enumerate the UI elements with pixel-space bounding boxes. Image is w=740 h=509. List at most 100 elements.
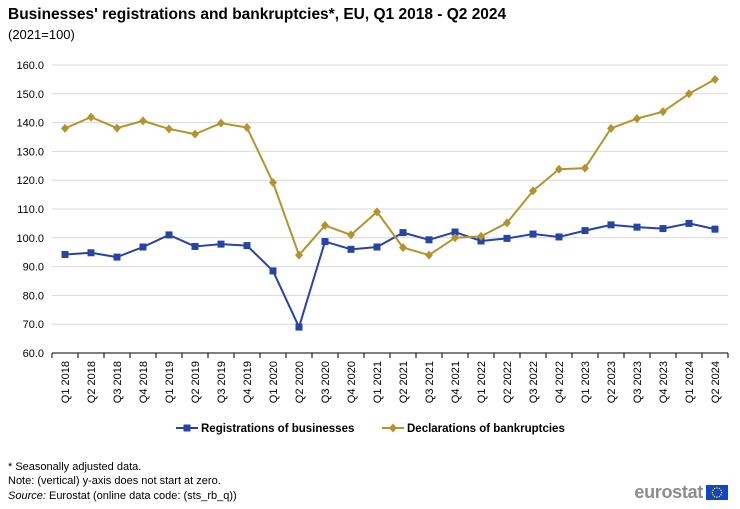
eu-flag-icon xyxy=(706,485,728,500)
data-point-bankruptcies xyxy=(581,163,589,173)
data-point-registrations xyxy=(87,249,95,257)
source-text: Eurostat (online data code: (sts_rb_q)) xyxy=(45,490,237,502)
series-layer xyxy=(61,74,719,331)
data-point-registrations xyxy=(607,221,615,229)
x-tick-label: Q2 2018 xyxy=(86,361,98,403)
data-point-registrations xyxy=(191,242,199,250)
series-line-bankruptcies xyxy=(64,78,716,257)
axis-layer: 60.0 70.0 80.0 90.0 100.0 110.0 120.0 130.0 140.… xyxy=(16,60,729,403)
y-tick-label: 110.0 xyxy=(17,204,44,216)
data-point-registrations xyxy=(503,234,511,242)
legend-label-bankruptcies: Declarations of bankruptcies xyxy=(407,423,565,435)
eurostat-logo[interactable]: eurostat xyxy=(634,482,728,503)
x-tick-label: Q3 2018 xyxy=(112,361,124,403)
data-point-bankruptcies xyxy=(399,243,407,253)
data-point-registrations xyxy=(633,223,641,231)
data-point-bankruptcies xyxy=(633,114,641,124)
data-point-bankruptcies xyxy=(685,89,693,99)
data-point-bankruptcies xyxy=(373,207,381,217)
x-tick-label: Q1 2018 xyxy=(60,361,72,403)
data-point-bankruptcies xyxy=(555,164,563,174)
x-tick-label: Q3 2020 xyxy=(320,361,332,403)
flag-star xyxy=(713,487,716,490)
data-point-registrations xyxy=(243,242,251,250)
chart-title: Businesses' registrations and bankruptci… xyxy=(8,6,507,23)
y-tick-label: 150.0 xyxy=(16,89,44,101)
flag-star xyxy=(718,495,721,498)
x-tick-label: Q2 2021 xyxy=(398,361,410,403)
legend-layer: Registrations of businesses Declarations … xyxy=(176,423,565,435)
legend-marker-registrations xyxy=(183,424,191,432)
flag-star xyxy=(713,495,716,498)
y-tick-label: 130.0 xyxy=(16,146,44,158)
data-point-bankruptcies xyxy=(217,118,225,128)
data-point-registrations xyxy=(165,231,173,239)
data-point-bankruptcies xyxy=(347,230,355,240)
flag-star xyxy=(716,487,718,489)
x-tick-label: Q4 2020 xyxy=(346,361,358,403)
data-point-bankruptcies xyxy=(659,107,667,117)
x-tick-label: Q3 2021 xyxy=(424,361,436,403)
data-point-bankruptcies xyxy=(191,129,199,139)
x-tick-label: Q3 2022 xyxy=(528,361,540,403)
data-point-registrations xyxy=(295,323,303,331)
grid-layer xyxy=(52,64,728,325)
flag-star xyxy=(712,494,714,496)
data-point-registrations xyxy=(321,238,329,246)
data-point-registrations xyxy=(399,229,407,237)
chart-subtitle: (2021=100) xyxy=(8,27,75,42)
flag-star xyxy=(712,489,714,491)
data-point-registrations xyxy=(685,219,693,227)
data-point-registrations xyxy=(425,236,433,244)
y-tick-label: 140.0 xyxy=(16,118,44,130)
data-point-registrations xyxy=(373,243,381,251)
data-point-registrations xyxy=(711,225,719,233)
x-tick-label: Q2 2019 xyxy=(190,361,202,403)
y-tick-label: 120.0 xyxy=(16,175,44,187)
data-point-registrations xyxy=(581,227,589,235)
source-note: Source: Eurostat (online data code: (sts… xyxy=(8,490,237,502)
data-point-registrations xyxy=(347,245,355,253)
data-point-bankruptcies xyxy=(321,220,329,230)
data-point-registrations xyxy=(139,243,147,251)
x-tick-label: Q1 2020 xyxy=(268,361,280,403)
flag-star xyxy=(720,489,722,491)
data-point-registrations xyxy=(555,233,563,241)
x-tick-label: Q4 2021 xyxy=(450,361,462,403)
data-point-registrations xyxy=(269,267,277,275)
y-tick-label: 80.0 xyxy=(23,290,44,302)
data-point-bankruptcies xyxy=(139,116,147,126)
x-tick-label: Q2 2024 xyxy=(710,361,722,403)
data-point-registrations xyxy=(61,251,69,259)
data-point-bankruptcies xyxy=(607,123,615,133)
x-tick-label: Q4 2019 xyxy=(242,361,254,403)
x-tick-label: Q4 2018 xyxy=(138,361,150,403)
y-tick-label: 100.0 xyxy=(16,233,44,245)
data-point-registrations xyxy=(529,230,537,238)
flag-star xyxy=(720,491,723,494)
x-tick-label: Q3 2023 xyxy=(632,361,644,403)
data-point-registrations xyxy=(217,240,225,248)
data-point-registrations xyxy=(451,228,459,236)
axis-note: Note: (vertical) y-axis does not start a… xyxy=(8,475,221,487)
data-point-registrations xyxy=(659,225,667,233)
y-tick-label: 160.0 xyxy=(16,60,44,72)
data-point-bankruptcies xyxy=(295,250,303,260)
series-line-registrations xyxy=(64,222,716,329)
legend-label-registrations: Registrations of businesses xyxy=(201,423,354,435)
data-point-bankruptcies xyxy=(165,124,173,134)
data-point-bankruptcies xyxy=(711,74,719,84)
eurostat-logo-text: eurostat xyxy=(634,482,703,502)
x-tick-label: Q2 2023 xyxy=(606,361,618,403)
source-label: Source: xyxy=(8,490,46,502)
flag-star xyxy=(720,494,722,496)
data-point-bankruptcies xyxy=(87,112,95,122)
data-point-bankruptcies xyxy=(425,250,433,260)
legend-marker-bankruptcies xyxy=(389,423,397,433)
data-point-bankruptcies xyxy=(113,123,121,133)
x-tick-label: Q4 2022 xyxy=(554,361,566,403)
x-tick-label: Q1 2019 xyxy=(164,361,176,403)
x-tick-label: Q1 2021 xyxy=(372,361,384,403)
x-tick-label: Q2 2020 xyxy=(294,361,306,403)
